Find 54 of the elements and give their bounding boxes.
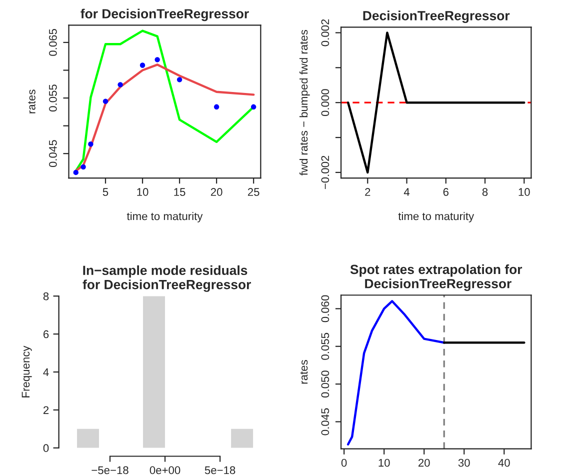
y-tick-label: 0.055 [321,332,330,360]
y-tick-label: 6 [43,330,49,338]
chart-title: DecisionTreeRegressor [363,10,510,23]
y-axis-title: rates [28,90,36,114]
x-tick-label: 0e+00 [150,466,180,474]
point [176,77,182,82]
x-axis-title: time to maturity [398,212,474,222]
x-tick-label: 5 [102,188,108,196]
point [154,57,160,62]
y-axis-title: fwd rates − bumped fwd rates [299,30,310,176]
x-tick-label: 40 [498,458,510,467]
y-axis-title: Frequency [22,346,32,398]
y-tick-label: −0.002 [321,156,330,190]
x-tick-label: 10 [378,458,390,467]
x-tick-label: 10 [137,188,148,196]
y-tick-label: 0.045 [321,408,330,436]
y-tick-label: 2 [43,406,49,414]
y-tick-label: 0.002 [321,19,330,46]
y-tick-label: 4 [43,368,49,376]
y-axis-title: rates [300,360,308,384]
line-series [346,300,446,446]
x-tick-label: 0 [341,458,347,467]
x-tick-label: 8 [482,188,488,196]
x-tick-label: 4 [404,188,410,196]
x-tick-label: 2 [365,188,370,196]
y-tick-label: 8 [43,292,49,300]
point [214,104,220,110]
x-tick-label: 15 [174,188,186,196]
x-tick-label: 30 [458,458,470,467]
point [102,98,108,104]
x-tick-label: 5e−18 [204,466,236,474]
point [250,104,256,110]
y-tick-label: 0.050 [321,370,330,398]
point [140,62,146,68]
x-axis-title: time to maturity [126,212,203,222]
chart-title: for DecisionTreeRegressor [80,8,249,22]
x-tick-label: 10 [518,188,530,196]
x-tick-label: 6 [443,188,448,196]
y-tick-label: 0.055 [48,84,57,112]
point [80,164,86,170]
point [73,170,78,176]
point [118,82,123,88]
y-tick-label: 0.060 [321,295,330,322]
point [88,142,94,147]
x-tick-label: 25 [248,188,260,196]
x-tick-label: 20 [210,188,222,196]
chart-title: In−sample mode residuals for DecisionTreeRegressor [82,265,251,292]
x-tick-label: 20 [418,458,430,467]
y-tick-label: 0 [43,444,49,452]
y-tick-label: 0.045 [48,140,57,168]
y-tick-label: 0.000 [321,89,330,116]
chart-title: Spot rates extrapolation for DecisionTreeRegressor [350,264,522,291]
y-tick-label: 0.065 [48,29,57,56]
x-tick-label: −5e−18 [92,466,128,474]
